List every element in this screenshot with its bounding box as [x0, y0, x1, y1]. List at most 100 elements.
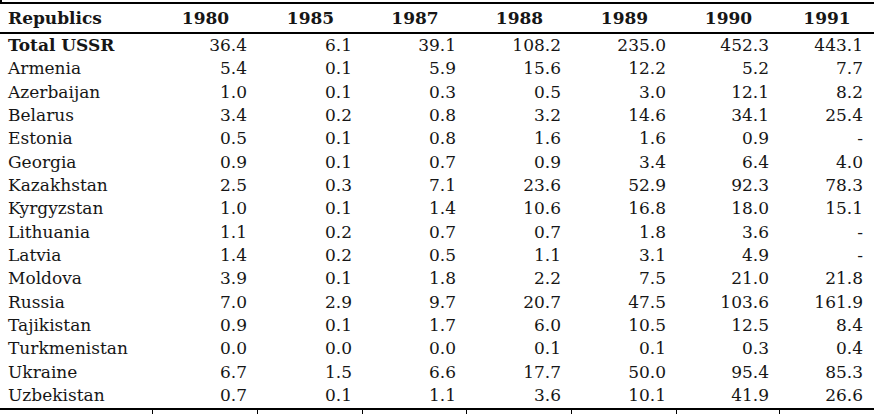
value-cell: 0.1 [258, 267, 363, 290]
value-cell: 0.3 [677, 337, 780, 360]
value-cell: 6.4 [677, 151, 780, 174]
republic-name-cell: Moldova [0, 267, 153, 290]
value-cell: 1.1 [467, 244, 572, 267]
value-cell: 0.5 [153, 127, 258, 150]
republic-name-cell: Belarus [0, 104, 153, 127]
value-cell: 4.0 [780, 151, 874, 174]
value-cell: 0.1 [258, 57, 363, 80]
value-cell: 1.6 [467, 127, 572, 150]
value-cell: 3.1 [572, 244, 677, 267]
column-boundary-tick [780, 410, 874, 414]
value-cell: 0.9 [153, 314, 258, 337]
value-cell: 0.1 [258, 384, 363, 407]
value-cell: - [780, 127, 874, 150]
value-cell: 0.9 [153, 151, 258, 174]
value-cell: 103.6 [677, 291, 780, 314]
header-cell-year: 1987 [363, 3, 467, 33]
value-cell: 25.4 [780, 104, 874, 127]
value-cell: 0.7 [153, 384, 258, 407]
value-cell: 3.6 [467, 384, 572, 407]
republic-name-cell: Lithuania [0, 221, 153, 244]
value-cell: 52.9 [572, 174, 677, 197]
value-cell: 12.5 [677, 314, 780, 337]
value-cell: 14.6 [572, 104, 677, 127]
value-cell: 0.9 [677, 127, 780, 150]
value-cell: 6.7 [153, 361, 258, 384]
value-cell: 85.3 [780, 361, 874, 384]
value-cell: 95.4 [677, 361, 780, 384]
republic-name-cell: Georgia [0, 151, 153, 174]
value-cell: 34.1 [677, 104, 780, 127]
table-header: Republics 1980198519871988198919901991 [0, 3, 874, 33]
value-cell: 0.0 [153, 337, 258, 360]
column-boundary-tick [677, 410, 780, 414]
value-cell: 7.0 [153, 291, 258, 314]
table-row: Armenia5.40.15.915.612.25.27.7 [0, 57, 874, 80]
value-cell: - [780, 244, 874, 267]
value-cell: 21.8 [780, 267, 874, 290]
value-cell: 4.9 [677, 244, 780, 267]
header-cell-year: 1988 [467, 3, 572, 33]
value-cell: 443.1 [780, 33, 874, 57]
value-cell: 78.3 [780, 174, 874, 197]
value-cell: 0.0 [363, 337, 467, 360]
column-boundary-tick [0, 410, 153, 414]
value-cell: 1.8 [363, 267, 467, 290]
table-row: Estonia0.50.10.81.61.60.9- [0, 127, 874, 150]
table-body: Total USSR36.46.139.1108.2235.0452.3443.… [0, 33, 874, 408]
value-cell: 161.9 [780, 291, 874, 314]
value-cell: 3.6 [677, 221, 780, 244]
column-boundary-tick [467, 410, 572, 414]
value-cell: 15.1 [780, 197, 874, 220]
value-cell: 50.0 [572, 361, 677, 384]
table-row: Total USSR36.46.139.1108.2235.0452.3443.… [0, 33, 874, 57]
table-row: Moldova3.90.11.82.27.521.021.8 [0, 267, 874, 290]
value-cell: 39.1 [363, 33, 467, 57]
header-cell-year: 1989 [572, 3, 677, 33]
republic-name-cell: Turkmenistan [0, 337, 153, 360]
table-row: Belarus3.40.20.83.214.634.125.4 [0, 104, 874, 127]
table-row: Kazakhstan2.50.37.123.652.992.378.3 [0, 174, 874, 197]
value-cell: 0.1 [572, 337, 677, 360]
header-cell-year: 1991 [780, 3, 874, 33]
value-cell: 5.2 [677, 57, 780, 80]
value-cell: 8.4 [780, 314, 874, 337]
value-cell: 3.9 [153, 267, 258, 290]
value-cell: 452.3 [677, 33, 780, 57]
value-cell: 3.4 [153, 104, 258, 127]
value-cell: 0.8 [363, 127, 467, 150]
republic-name-cell: Kazakhstan [0, 174, 153, 197]
value-cell: 1.4 [153, 244, 258, 267]
value-cell: 0.1 [258, 127, 363, 150]
republic-name-cell: Latvia [0, 244, 153, 267]
table-row: Lithuania1.10.20.70.71.83.6- [0, 221, 874, 244]
value-cell: 20.7 [467, 291, 572, 314]
value-cell: 0.2 [258, 221, 363, 244]
value-cell: 1.0 [153, 197, 258, 220]
value-cell: 7.5 [572, 267, 677, 290]
value-cell: 17.7 [467, 361, 572, 384]
value-cell: 21.0 [677, 267, 780, 290]
table-row: Uzbekistan0.70.11.13.610.141.926.6 [0, 384, 874, 407]
value-cell: 47.5 [572, 291, 677, 314]
table-row: Latvia1.40.20.51.13.14.9- [0, 244, 874, 267]
value-cell: 16.8 [572, 197, 677, 220]
value-cell: 8.2 [780, 81, 874, 104]
value-cell: 1.0 [153, 81, 258, 104]
value-cell: 0.7 [467, 221, 572, 244]
column-boundary-tick [258, 410, 363, 414]
table-row: Tajikistan0.90.11.76.010.512.58.4 [0, 314, 874, 337]
table-row: Azerbaijan1.00.10.30.53.012.18.2 [0, 81, 874, 104]
republic-name-cell: Ukraine [0, 361, 153, 384]
value-cell: 1.8 [572, 221, 677, 244]
value-cell: 1.4 [363, 197, 467, 220]
table-row: Ukraine6.71.56.617.750.095.485.3 [0, 361, 874, 384]
republic-name-cell: Uzbekistan [0, 384, 153, 407]
value-cell: 0.1 [258, 151, 363, 174]
value-cell: 1.1 [363, 384, 467, 407]
value-cell: 10.1 [572, 384, 677, 407]
value-cell: 0.1 [467, 337, 572, 360]
header-row: Republics 1980198519871988198919901991 [0, 3, 874, 33]
document-page: Republics 1980198519871988198919901991 T… [0, 0, 874, 416]
header-cell-year: 1985 [258, 3, 363, 33]
